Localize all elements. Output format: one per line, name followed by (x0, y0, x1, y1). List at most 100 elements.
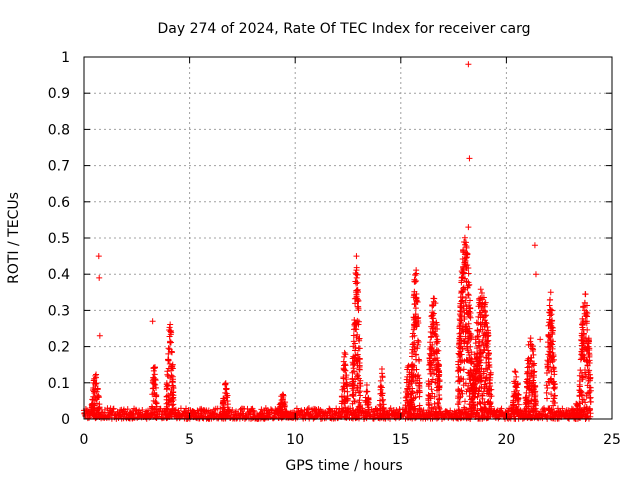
data-point (166, 396, 173, 403)
data-point (548, 311, 555, 318)
data-point (341, 349, 348, 356)
data-point (550, 402, 557, 409)
data-point (434, 387, 441, 394)
data-point (410, 366, 417, 373)
y-tick-label: 1 (61, 50, 70, 66)
data-point (532, 271, 539, 278)
data-point (461, 275, 468, 282)
data-point (465, 291, 472, 298)
data-point (477, 350, 484, 357)
data-points (81, 61, 594, 422)
data-point (466, 393, 473, 400)
data-point (546, 302, 553, 309)
data-point (411, 301, 418, 308)
data-point (465, 61, 472, 68)
data-point (177, 405, 184, 412)
data-point (168, 367, 175, 374)
data-point (487, 369, 494, 376)
data-point (477, 400, 484, 407)
data-point (527, 335, 534, 342)
data-point (581, 356, 588, 363)
data-point (582, 291, 589, 298)
data-point (90, 384, 97, 391)
y-tick-label: 0.4 (48, 267, 70, 283)
data-point (468, 407, 475, 414)
data-point (537, 336, 544, 343)
data-point (574, 409, 581, 416)
data-point (408, 390, 415, 397)
data-point (544, 357, 551, 364)
data-point (432, 300, 439, 307)
data-point (149, 318, 156, 325)
data-point (340, 366, 347, 373)
data-point (459, 297, 466, 304)
data-point (587, 410, 594, 417)
data-point (379, 390, 386, 397)
data-point (548, 324, 555, 331)
data-point (356, 397, 363, 404)
data-point (109, 408, 116, 415)
data-point (551, 380, 558, 387)
data-point (428, 404, 435, 411)
data-point (164, 368, 171, 375)
data-point (523, 405, 530, 412)
data-point (447, 407, 454, 414)
data-point (586, 395, 593, 402)
data-point (427, 339, 434, 346)
data-point (354, 295, 361, 302)
data-point (280, 401, 287, 408)
data-point (93, 371, 100, 378)
data-point (583, 392, 590, 399)
data-point (531, 242, 538, 249)
data-point (170, 376, 177, 383)
data-point (167, 339, 174, 346)
data-point (224, 392, 231, 399)
data-point (402, 407, 409, 414)
data-point (434, 326, 441, 333)
data-point (476, 301, 483, 308)
data-point (340, 408, 347, 415)
data-point (108, 410, 115, 417)
data-point (90, 388, 97, 395)
data-point (524, 364, 531, 371)
data-point (237, 406, 244, 413)
data-point (297, 408, 304, 415)
data-point (478, 294, 485, 301)
x-tick-label: 15 (392, 432, 410, 448)
data-point (457, 322, 464, 329)
data-point (579, 352, 586, 359)
data-point (460, 246, 467, 253)
data-point (349, 400, 356, 407)
data-point (465, 309, 472, 316)
data-point (547, 289, 554, 296)
data-point (110, 405, 117, 412)
data-point (355, 307, 362, 314)
data-point (510, 402, 517, 409)
data-point (524, 384, 531, 391)
data-point (430, 311, 437, 318)
data-point (528, 354, 535, 361)
data-point (350, 407, 357, 414)
data-point (458, 274, 465, 281)
data-point (547, 337, 554, 344)
data-point (581, 299, 588, 306)
data-point (459, 357, 466, 364)
data-point (436, 383, 443, 390)
data-point (151, 390, 158, 397)
data-point (482, 365, 489, 372)
data-point (530, 374, 537, 381)
data-point (467, 359, 474, 366)
y-axis-label: ROTI / TECUs (6, 192, 22, 284)
data-point (349, 392, 356, 399)
data-point (168, 348, 175, 355)
data-point (352, 389, 359, 396)
data-point (92, 380, 99, 387)
y-tick-label: 0.1 (48, 376, 70, 392)
data-point (464, 347, 471, 354)
data-point (351, 368, 358, 375)
data-point (94, 385, 101, 392)
data-point (455, 364, 462, 371)
data-point (473, 386, 480, 393)
data-point (149, 410, 156, 417)
data-point (354, 271, 361, 278)
